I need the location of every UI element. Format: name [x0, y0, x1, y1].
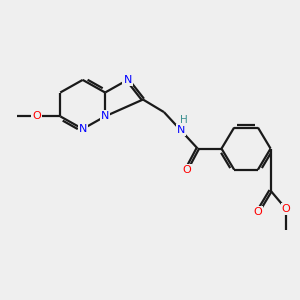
Text: N: N	[177, 125, 185, 135]
Text: O: O	[282, 204, 290, 214]
Text: N: N	[79, 124, 87, 134]
Text: O: O	[32, 111, 41, 121]
Text: N: N	[101, 111, 109, 121]
Text: H: H	[180, 115, 188, 125]
Text: O: O	[254, 207, 262, 217]
Text: N: N	[123, 75, 132, 85]
Text: O: O	[182, 165, 191, 175]
